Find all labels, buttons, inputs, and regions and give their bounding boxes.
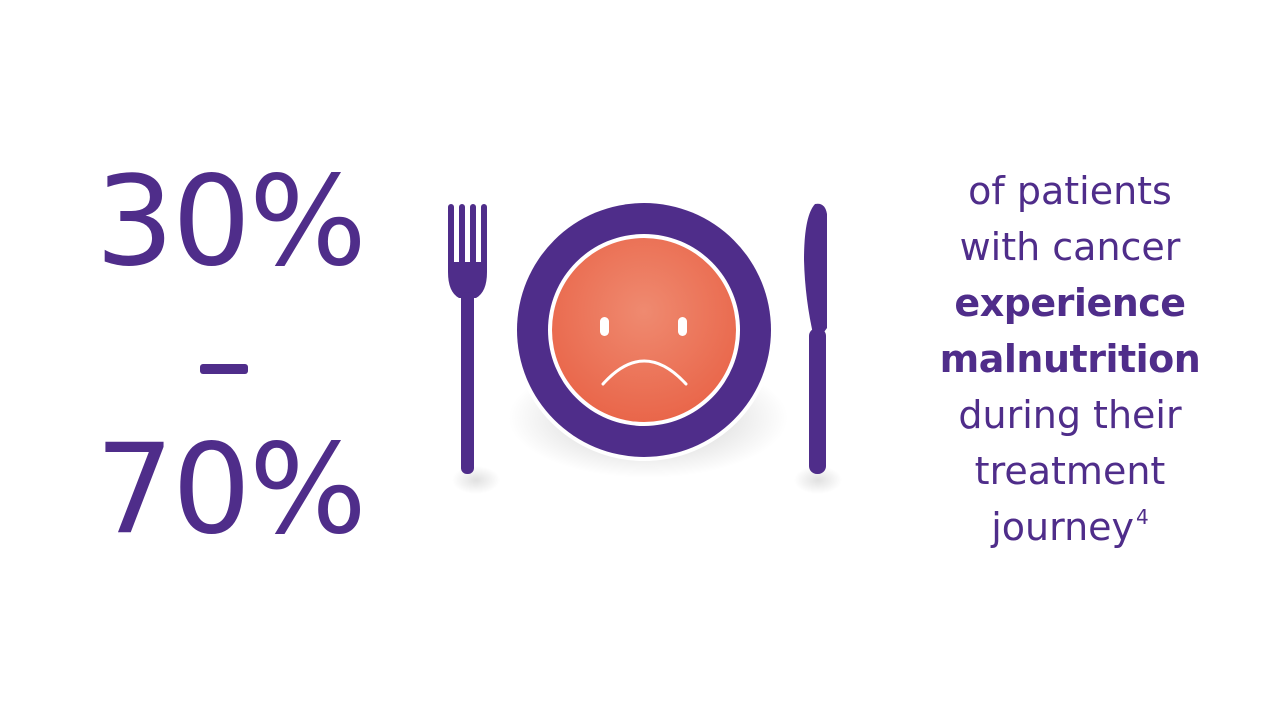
caption-last-line: journey 4 — [900, 499, 1240, 555]
statistic-range: 30% – 70% — [40, 150, 420, 570]
statistic-caption: of patients with cancer experience malnu… — [900, 163, 1240, 555]
stat-low-value: 30% — [95, 150, 367, 294]
sad-face-icon — [552, 238, 736, 422]
reference-marker: 4 — [1136, 505, 1149, 529]
caption-line-emphasis: malnutrition — [939, 337, 1201, 381]
caption-line-emphasis: experience — [954, 281, 1186, 325]
place-setting-illustration — [420, 180, 870, 520]
knife-icon — [794, 203, 842, 494]
caption-line: with cancer — [959, 225, 1181, 269]
fork-icon — [448, 204, 500, 494]
stat-high-value: 70% — [95, 418, 367, 562]
caption-line: during their — [958, 393, 1182, 437]
caption-line: journey — [991, 505, 1135, 549]
caption-line: treatment — [974, 449, 1166, 493]
caption-line: of patients — [968, 169, 1172, 213]
stat-separator: – — [200, 364, 248, 374]
